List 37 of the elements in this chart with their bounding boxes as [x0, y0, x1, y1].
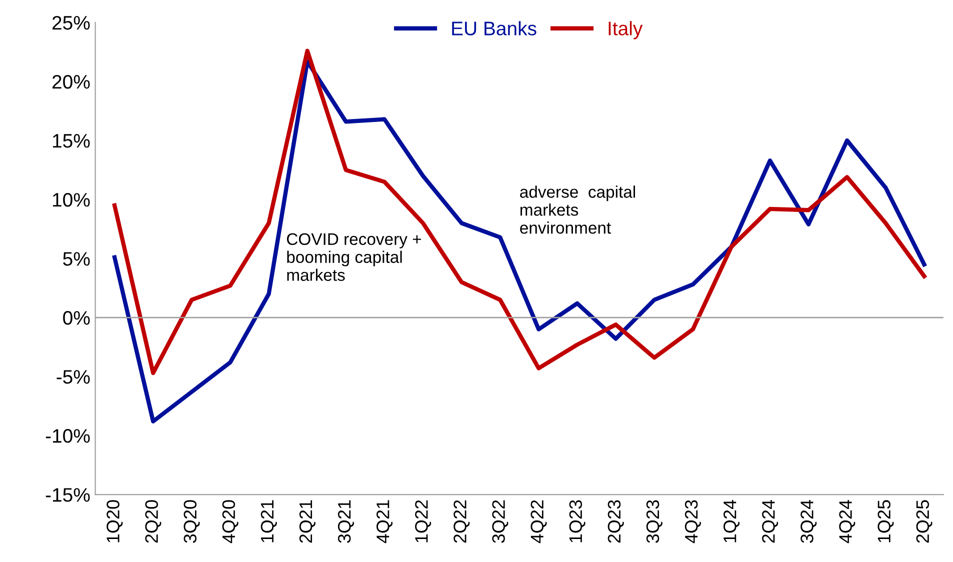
annotation: COVID recovery + booming capital markets: [286, 233, 421, 281]
x-tick-label: 4Q22: [530, 500, 547, 544]
x-tick-label: 4Q20: [222, 500, 238, 544]
legend-label: Italy: [608, 21, 643, 40]
x-tick-label: 3Q21: [338, 500, 354, 543]
y-tick-label: -15%: [46, 488, 90, 502]
x-tick-label: 3Q24: [800, 500, 817, 543]
x-tick-label: 2Q22: [454, 500, 470, 543]
x-tick-label: 4Q21: [376, 500, 393, 544]
x-tick-label: 1Q23: [569, 500, 586, 542]
x-tick-label: 1Q20: [106, 500, 123, 542]
y-tick-label: 5%: [63, 252, 90, 266]
x-tick-label: 1Q22: [415, 500, 432, 542]
x-tick-label: 3Q20: [184, 500, 200, 543]
y-tick-label: 15%: [53, 134, 90, 148]
y-tick-label: 10%: [53, 192, 90, 207]
x-tick-label: 1Q24: [723, 500, 740, 542]
x-tick-label: 4Q24: [839, 500, 856, 544]
x-tick-label: 4Q23: [684, 500, 701, 544]
y-tick-label: 25%: [52, 16, 90, 30]
x-tick-label: 2Q21: [299, 500, 316, 543]
x-tick-label: 1Q25: [878, 500, 894, 542]
x-tick-label: 1Q21: [260, 500, 277, 542]
x-tick-label: 2Q24: [762, 500, 778, 543]
x-tick-label: 3Q22: [492, 500, 508, 543]
annotation: adverse capital markets environment: [520, 186, 636, 234]
y-tick-label: 20%: [52, 74, 90, 89]
x-tick-label: 3Q23: [646, 500, 662, 543]
x-tick-label: 2Q25: [916, 500, 932, 543]
y-tick-label: -5%: [56, 370, 90, 384]
y-tick-label: -10%: [46, 429, 90, 443]
legend-label: EU Banks: [452, 21, 536, 36]
line-series: [112, 59, 926, 424]
y-tick-label: 0%: [63, 311, 90, 325]
line-series: [112, 48, 926, 376]
x-tick-label: 2Q20: [145, 500, 162, 543]
x-tick-label: 2Q23: [608, 500, 624, 543]
